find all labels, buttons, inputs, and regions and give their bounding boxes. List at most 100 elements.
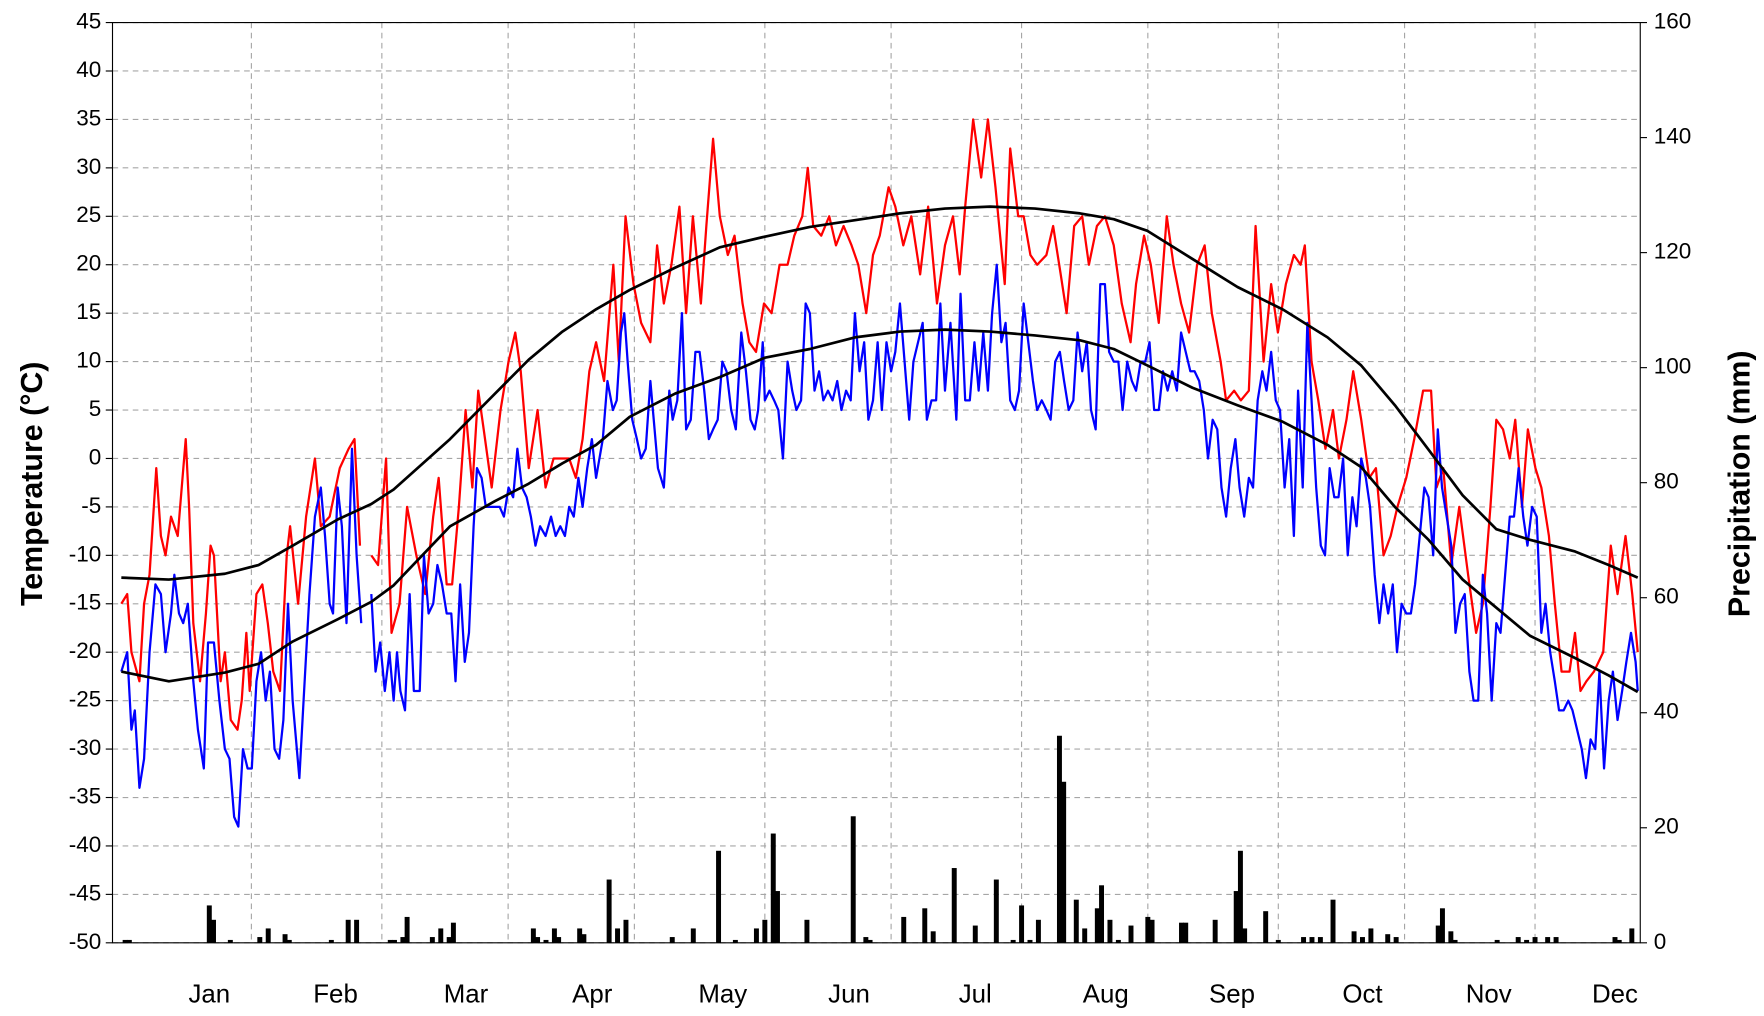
y2-tick-label: 0 — [1654, 929, 1667, 954]
bar — [972, 925, 978, 943]
bar — [1094, 908, 1100, 943]
bar — [286, 939, 292, 943]
bar — [429, 937, 435, 943]
bar — [556, 937, 562, 943]
y-tick-label: -5 — [81, 493, 101, 518]
y-tick-label: -10 — [69, 541, 102, 566]
bar — [392, 939, 397, 943]
y-tick-label: 20 — [76, 251, 101, 276]
bar — [530, 928, 536, 943]
y-tick-label: 15 — [76, 299, 101, 324]
y2-tick-label: 100 — [1654, 354, 1692, 379]
y-tick-label: -35 — [69, 783, 102, 808]
bar — [1452, 939, 1458, 943]
bar — [850, 816, 856, 943]
bar — [901, 916, 907, 943]
y2-tick-label: 160 — [1654, 9, 1692, 34]
bar — [1035, 919, 1041, 943]
bar — [1385, 934, 1391, 943]
bar — [753, 928, 759, 943]
bar — [1061, 781, 1067, 943]
bar — [551, 928, 557, 943]
bar — [922, 908, 928, 943]
bar — [1233, 891, 1239, 943]
bar — [716, 850, 722, 943]
bar — [1435, 925, 1441, 943]
y-tick-label: 35 — [76, 105, 101, 130]
bar — [770, 833, 776, 943]
y-tick-label: 30 — [76, 154, 101, 179]
bar — [1010, 939, 1016, 943]
bar — [126, 939, 132, 943]
x-tick-label: Jan — [188, 981, 230, 1009]
y-tick-label: -15 — [69, 590, 102, 615]
x-tick-label: Mar — [444, 981, 489, 1009]
bar — [930, 931, 936, 943]
bar — [122, 939, 128, 943]
bar — [1532, 937, 1538, 943]
bar — [1237, 850, 1243, 943]
bar — [438, 928, 444, 943]
bar — [1545, 937, 1551, 943]
bar — [1212, 919, 1218, 943]
x-tick-label: Apr — [572, 981, 613, 1009]
y-tick-label: 0 — [89, 444, 102, 469]
bar — [450, 922, 456, 943]
y-tick-label: 25 — [76, 202, 101, 227]
bar — [1439, 908, 1445, 943]
bar — [1099, 885, 1105, 943]
bar — [535, 937, 541, 943]
bar — [774, 891, 780, 943]
bar — [1301, 937, 1307, 943]
x-tick-label: May — [698, 981, 747, 1009]
bar — [1368, 928, 1374, 943]
bar — [1448, 931, 1454, 943]
x-tick-label: Jun — [828, 981, 870, 1009]
bar — [211, 919, 216, 943]
bar — [732, 939, 738, 943]
bar — [1149, 919, 1155, 943]
bar — [1629, 928, 1635, 943]
bar — [762, 919, 768, 943]
bar — [1263, 911, 1269, 943]
y-axis-title: Temperature (°C) — [16, 362, 49, 606]
bar — [1056, 735, 1062, 943]
y2-tick-label: 20 — [1654, 814, 1679, 839]
bar — [606, 879, 612, 943]
bar — [1145, 916, 1151, 943]
bar — [951, 868, 957, 943]
bar — [623, 919, 629, 943]
bar — [1317, 937, 1323, 943]
bar — [257, 937, 263, 943]
bar — [867, 939, 873, 943]
x-tick-label: Jul — [959, 981, 992, 1009]
bar — [1107, 919, 1113, 943]
bar — [1330, 899, 1336, 943]
bar — [615, 928, 621, 943]
bar — [1524, 939, 1530, 943]
y-tick-label: 45 — [76, 9, 101, 34]
bar — [1360, 937, 1365, 943]
y-tick-label: -50 — [69, 929, 102, 954]
bar — [1027, 939, 1033, 943]
bar — [1183, 922, 1189, 943]
bar — [993, 879, 999, 943]
bar — [265, 928, 271, 943]
bar — [690, 928, 696, 943]
y2-axis-title: Precipitation (mm) — [1724, 351, 1757, 618]
x-tick-label: Dec — [1592, 981, 1638, 1009]
plot-frame — [111, 22, 1641, 944]
bar — [404, 916, 410, 943]
bar — [1616, 939, 1622, 943]
line-series — [121, 205, 1639, 581]
bar — [1309, 937, 1315, 943]
bar — [1351, 931, 1357, 943]
y-tick-label: 10 — [76, 348, 101, 373]
y2-tick-label: 120 — [1654, 239, 1692, 264]
y2-tick-label: 80 — [1654, 469, 1679, 494]
y2-tick-label: 40 — [1654, 699, 1679, 724]
bar — [1242, 928, 1248, 943]
